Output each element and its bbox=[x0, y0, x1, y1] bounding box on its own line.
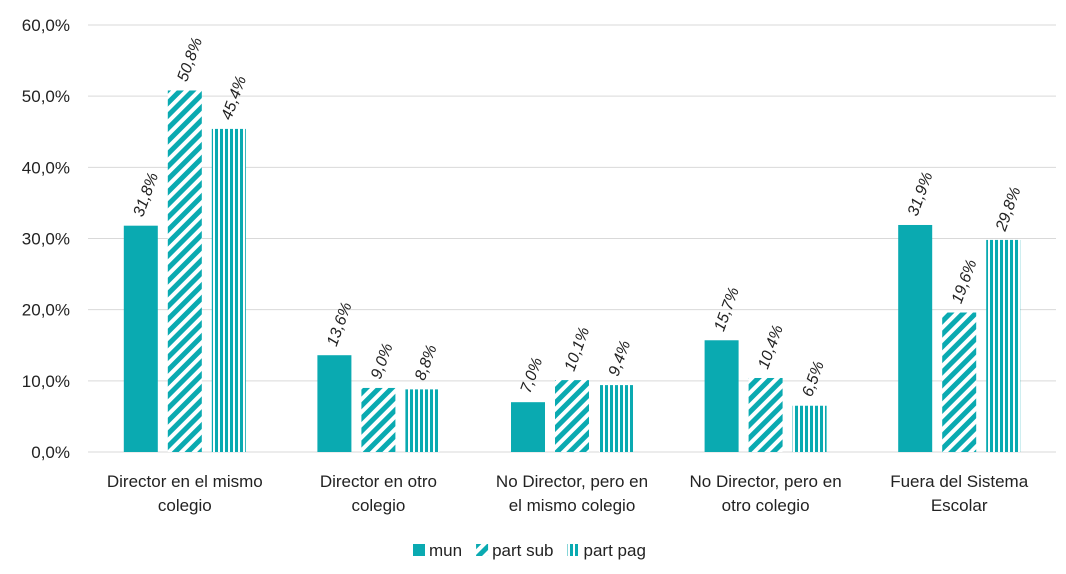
x-category-label: No Director, pero en el mismo colegio bbox=[496, 472, 648, 515]
data-label: 13,6% bbox=[324, 300, 355, 348]
y-axis-ticks: 0,0% 10,0% 20,0% 30,0% 40,0% 50,0% 60,0% bbox=[22, 16, 70, 462]
bar-part-sub bbox=[942, 312, 977, 452]
legend-label: mun bbox=[429, 541, 462, 560]
legend-swatch-part-sub bbox=[476, 544, 489, 556]
bar-part-sub bbox=[748, 377, 783, 452]
bar-mun bbox=[317, 355, 352, 452]
data-label: 7,0% bbox=[518, 355, 546, 395]
legend-label: part pag bbox=[584, 541, 646, 560]
bar-mun bbox=[898, 224, 933, 452]
bar-part-pag bbox=[986, 239, 1021, 452]
legend: mun part sub part pag bbox=[413, 541, 646, 560]
y-tick-label: 40,0% bbox=[22, 158, 70, 177]
data-label: 9,0% bbox=[368, 341, 396, 381]
bar-mun bbox=[511, 402, 545, 452]
legend-swatch-mun bbox=[413, 544, 425, 556]
bar-mun bbox=[704, 340, 739, 452]
y-tick-label: 60,0% bbox=[22, 16, 70, 35]
x-category-label: No Director, pero en otro colegio bbox=[690, 472, 842, 515]
y-tick-label: 50,0% bbox=[22, 87, 70, 106]
bar-part-sub bbox=[361, 387, 396, 452]
data-label: 10,4% bbox=[755, 323, 786, 371]
legend-label: part sub bbox=[492, 541, 553, 560]
x-category-label: Director en otro colegio bbox=[320, 472, 437, 515]
data-label: 10,1% bbox=[562, 325, 593, 373]
y-tick-label: 30,0% bbox=[22, 230, 70, 249]
legend-swatch-part-pag bbox=[567, 544, 580, 556]
y-tick-label: 0,0% bbox=[31, 443, 70, 462]
bar-part-pag bbox=[211, 128, 246, 453]
bar-part-sub bbox=[555, 380, 589, 452]
x-category-label: Director en el mismo colegio bbox=[107, 472, 263, 515]
data-label: 50,8% bbox=[175, 35, 206, 83]
bar-part-pag bbox=[792, 405, 827, 452]
y-tick-label: 20,0% bbox=[22, 301, 70, 320]
data-label: 19,6% bbox=[949, 257, 980, 305]
data-label: 6,5% bbox=[799, 359, 827, 399]
bar-mun bbox=[123, 225, 158, 452]
data-label: 29,8% bbox=[993, 185, 1025, 234]
x-category-label: Fuera del Sistema Escolar bbox=[890, 472, 1028, 515]
bars bbox=[123, 90, 1021, 453]
data-labels: 31,8% 50,8% 45,4% 13,6% 9,0% 8,8% 7,0% 10,1% 9,4… bbox=[131, 35, 1025, 399]
data-label: 8,8% bbox=[412, 343, 440, 383]
x-axis-categories: Director en el mismo colegio Director en o… bbox=[107, 472, 1029, 515]
bar-part-pag bbox=[599, 385, 633, 452]
gridlines bbox=[88, 24, 1056, 453]
data-label: 31,8% bbox=[131, 171, 162, 219]
data-label: 31,9% bbox=[905, 170, 936, 218]
bar-part-sub bbox=[167, 90, 202, 453]
data-label: 9,4% bbox=[606, 338, 634, 378]
y-tick-label: 10,0% bbox=[22, 372, 70, 391]
bar-part-pag bbox=[405, 389, 440, 452]
data-label: 45,4% bbox=[219, 74, 250, 122]
